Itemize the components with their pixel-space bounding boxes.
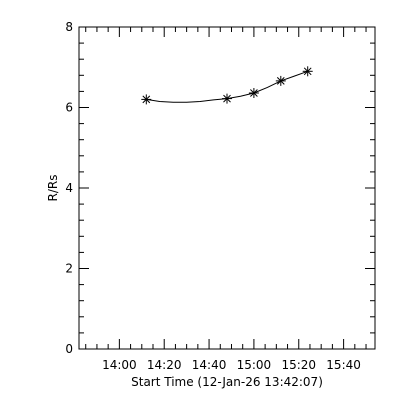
- y-tick-label: 6: [65, 101, 73, 115]
- x-tick-label: 14:40: [192, 358, 227, 372]
- x-axis-ticks: [85, 27, 367, 349]
- data-point: [275, 75, 286, 86]
- y-axis-label: R/Rs: [46, 175, 60, 202]
- x-tick-label: 15:20: [281, 358, 316, 372]
- plot-frame: [78, 26, 376, 350]
- data-points: [141, 66, 313, 105]
- x-axis-tick-labels: 14:00 14:20 14:40 15:00 15:20 15:40: [102, 358, 361, 372]
- y-tick-label: 0: [65, 342, 73, 356]
- y-tick-label: 8: [65, 20, 73, 34]
- x-tick-label: 15:40: [326, 358, 361, 372]
- x-axis-label: Start Time (12-Jan-26 13:42:07): [131, 375, 323, 389]
- data-point: [248, 88, 259, 98]
- x-tick-label: 14:00: [102, 358, 137, 372]
- data-point-stroke: [142, 95, 151, 104]
- data-point: [141, 94, 152, 105]
- y-tick-label: 4: [65, 181, 73, 195]
- data-point-stroke: [303, 67, 312, 76]
- y-tick-label: 2: [65, 262, 73, 276]
- data-point-stroke: [276, 77, 285, 85]
- data-point: [222, 93, 232, 104]
- y-axis-ticks: [79, 26, 375, 350]
- data-point-stroke: [250, 89, 258, 97]
- data-point: [302, 66, 313, 77]
- y-axis-tick-labels: 0 2 4 6 8: [65, 20, 73, 356]
- x-tick-label: 14:20: [147, 358, 182, 372]
- data-point-stroke: [223, 94, 231, 103]
- x-tick-label: 15:00: [237, 358, 272, 372]
